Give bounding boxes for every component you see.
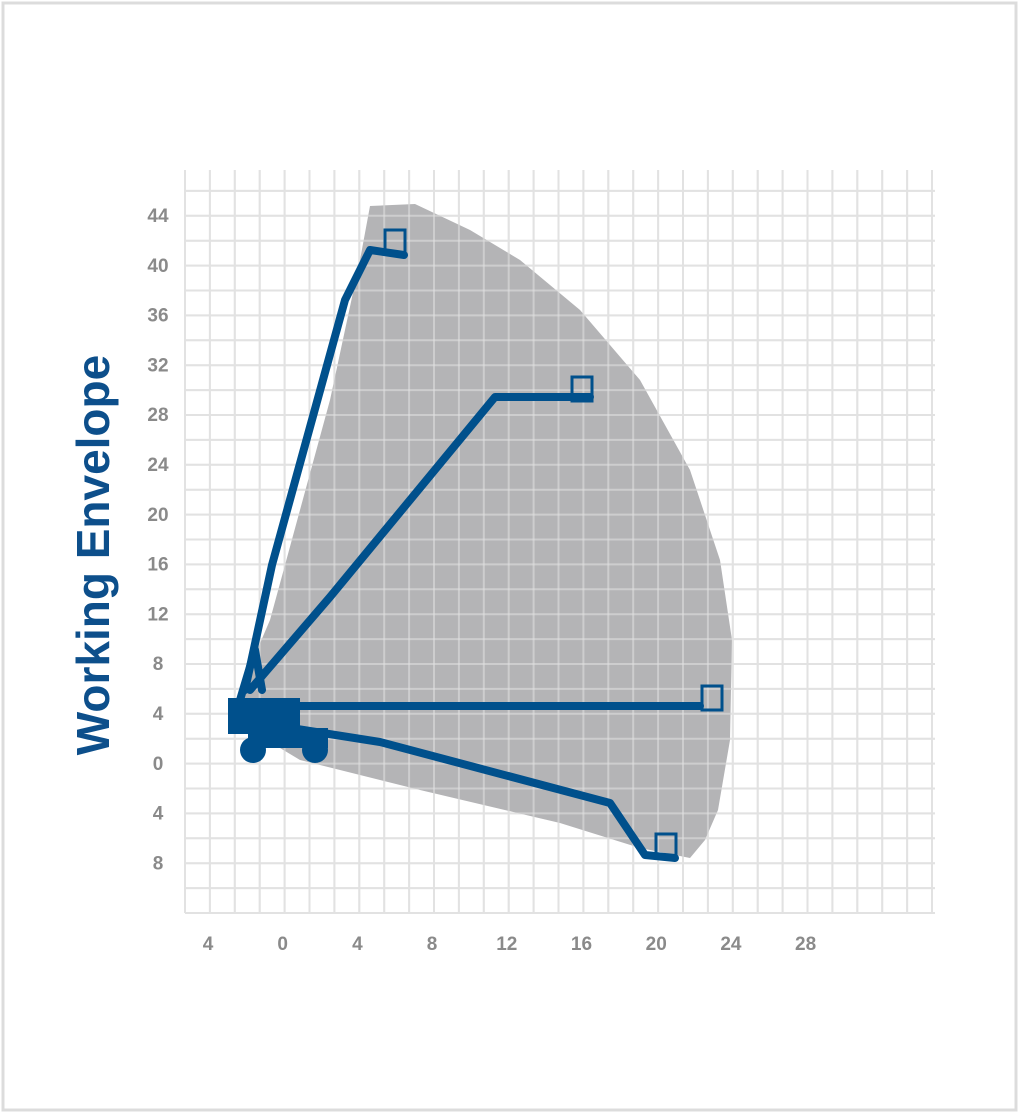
- x-tick-label: 12: [496, 934, 517, 955]
- y-tick-label: 4: [153, 804, 164, 825]
- y-tick-label: 24: [147, 455, 169, 476]
- y-tick-label: 4: [153, 704, 164, 725]
- grid-overlay: [184, 170, 935, 914]
- y-tick-label: 12: [147, 604, 168, 625]
- x-tick-label: 16: [571, 934, 592, 955]
- x-tick-label: 8: [427, 934, 438, 955]
- lift: [228, 228, 724, 862]
- y-tick-label: 8: [153, 654, 164, 675]
- y-tick-label: 16: [147, 555, 168, 576]
- y-tick-label: 28: [147, 405, 168, 426]
- x-tick-label: 4: [203, 934, 214, 955]
- y-tick-label: 36: [147, 306, 168, 327]
- y-tick-label: 32: [147, 355, 168, 376]
- x-tick-label: 20: [646, 934, 667, 955]
- y-tick-label: 20: [147, 505, 168, 526]
- y-tick-label: 40: [147, 256, 168, 277]
- x-tick-label: 24: [720, 934, 742, 955]
- title: Working Envelope: [67, 355, 119, 755]
- x-tick-label: 28: [795, 934, 816, 955]
- x-tick-label: 0: [277, 934, 288, 955]
- y-tick-label: 8: [153, 853, 164, 874]
- y-tick-label: 0: [153, 754, 164, 775]
- x-tick-label: 4: [352, 934, 363, 955]
- y-tick-label: 44: [147, 206, 169, 227]
